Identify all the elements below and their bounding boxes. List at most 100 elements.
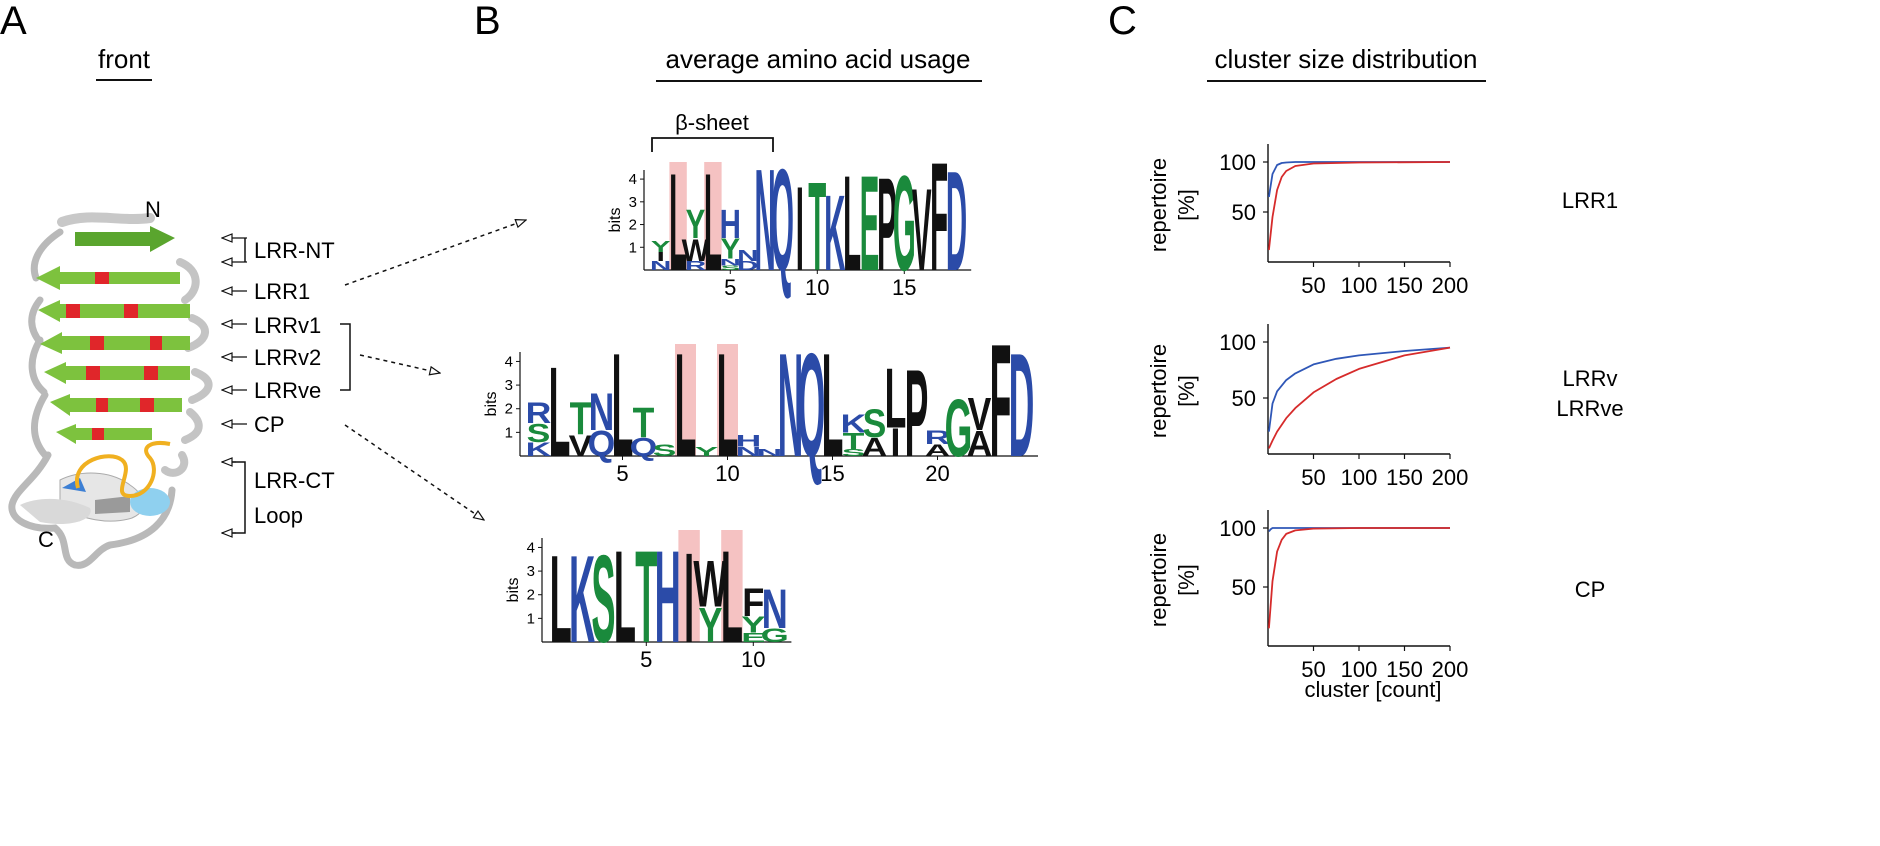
label-c-terminus: C	[38, 527, 54, 552]
loop-orange	[74, 441, 171, 499]
y-axis-unit: [%]	[1174, 375, 1199, 407]
x-tick-label: 150	[1386, 273, 1423, 298]
row-label-lrrv: LRRv	[1562, 366, 1617, 391]
row-label-lrrve: LRRve	[1556, 396, 1623, 421]
logo-letter: A	[967, 424, 993, 464]
logo-letter: H	[655, 525, 681, 671]
conserved-position-highlight	[704, 162, 722, 270]
panel-b: B average amino acid usage β-sheet 4321b…	[474, 0, 1038, 672]
loop-blob-light	[130, 488, 170, 516]
x-tick-label: 15	[820, 461, 844, 486]
x-tick-label: 50	[1301, 465, 1325, 490]
beta-sheet-label: β-sheet	[675, 110, 749, 135]
logo-letter: V	[912, 166, 932, 296]
conserved-position-highlight	[721, 530, 743, 642]
logo-letter: E	[860, 147, 880, 299]
y-tick-label: 50	[1232, 386, 1256, 411]
y-tick-label: 3	[505, 377, 513, 394]
y-tick-label: 2	[629, 217, 637, 234]
logo-letter: N	[762, 577, 788, 640]
y-axis-unit: [%]	[1174, 564, 1199, 596]
x-tick-label: 10	[715, 461, 739, 486]
logo-letter: K	[841, 409, 867, 438]
logo-letter: V	[569, 429, 593, 462]
logo-letter: F	[930, 130, 948, 304]
logo-letter: K	[569, 531, 595, 670]
logo-letter: V	[968, 389, 992, 440]
logo-letter: L	[614, 525, 636, 671]
strand-lrrve2	[50, 394, 182, 416]
panel-a-title: front	[98, 44, 151, 74]
logo-letter: L	[822, 323, 844, 488]
row-label-cp: CP	[1575, 577, 1606, 602]
logo-letter: T	[808, 157, 826, 297]
label-loop: Loop	[254, 503, 303, 528]
logo-letter: Y	[720, 234, 740, 265]
logo-letter: N	[757, 447, 783, 458]
logo-letter: I	[684, 526, 694, 669]
x-tick-label: 50	[1301, 657, 1325, 682]
label-lrrve: LRRve	[254, 378, 321, 403]
logo-letter: P	[877, 151, 897, 299]
logo-letter: I	[891, 420, 901, 464]
logo-letter: N	[720, 257, 741, 268]
logo-letter: R	[526, 396, 552, 429]
logo-letter: Y	[698, 599, 722, 654]
panel-b-letter: B	[474, 0, 501, 43]
x-tick-label: 10	[741, 647, 765, 672]
logo-letter: S	[842, 447, 866, 458]
logo-letter: N	[736, 444, 762, 459]
y-axis-label: bits	[483, 392, 500, 417]
logo-letter: L	[704, 145, 722, 300]
logo-letter: P	[905, 344, 929, 483]
x-tick-label: 10	[805, 275, 829, 300]
strand-lrrv2	[40, 332, 190, 354]
label-lrr-nt: LRR-NT	[254, 238, 335, 263]
logo-letter: D	[1009, 323, 1035, 488]
series-line-blue	[1268, 346, 1451, 432]
logo-letter: A	[862, 432, 888, 461]
label-lrrv2: LRRv2	[254, 345, 321, 370]
logo-letter: G	[761, 625, 789, 647]
logo-letter: L	[612, 323, 634, 488]
y-tick-label: 4	[505, 353, 513, 370]
y-axis-unit: [%]	[1174, 189, 1199, 221]
x-tick-label: 5	[724, 275, 736, 300]
logo-letter: D	[946, 141, 967, 300]
logo-letter: L	[550, 531, 572, 670]
x-tick-label: 20	[925, 461, 949, 486]
y-tick-label: 2	[527, 587, 535, 604]
panel-c-letter: C	[1108, 0, 1137, 43]
series-line-red	[1268, 161, 1451, 251]
y-axis-label: repertoire	[1146, 158, 1171, 252]
y-tick-label: 100	[1219, 330, 1256, 355]
x-tick-label: 5	[616, 461, 628, 486]
label-lrr1: LRR1	[254, 279, 310, 304]
y-tick-label: 3	[527, 563, 535, 580]
panel-c-title: cluster size distribution	[1215, 44, 1478, 74]
cluster-chart-lrr1: 50 100 50 100 150 200 repertoire [%]	[1146, 144, 1468, 298]
x-tick-label: 150	[1386, 657, 1423, 682]
logo-letter: I	[657, 249, 665, 263]
logo-letter: F	[990, 311, 1012, 491]
y-tick-label: 100	[1219, 516, 1256, 541]
logo-letter: T	[843, 429, 865, 454]
y-tick-label: 50	[1232, 575, 1256, 600]
y-tick-label: 2	[505, 401, 513, 418]
cluster-chart-lrrv: 50 100 50 100 150 200 repertoire [%]	[1146, 324, 1468, 490]
logo-letter: H	[736, 432, 762, 450]
y-axis-label: bits	[607, 208, 624, 233]
series-line-blue	[1268, 161, 1450, 198]
y-tick-label: 1	[629, 239, 637, 256]
logo-letter: Q	[588, 424, 616, 464]
y-tick-label: 100	[1219, 150, 1256, 175]
y-tick-label: 4	[629, 171, 637, 188]
conserved-position-highlight	[675, 344, 696, 456]
logo-letter: Q	[798, 323, 826, 488]
conserved-position-highlight	[669, 162, 687, 270]
x-axis-label: cluster [count]	[1305, 677, 1442, 702]
logo-letter: Y	[651, 238, 671, 255]
logo-letter: D	[737, 258, 758, 272]
